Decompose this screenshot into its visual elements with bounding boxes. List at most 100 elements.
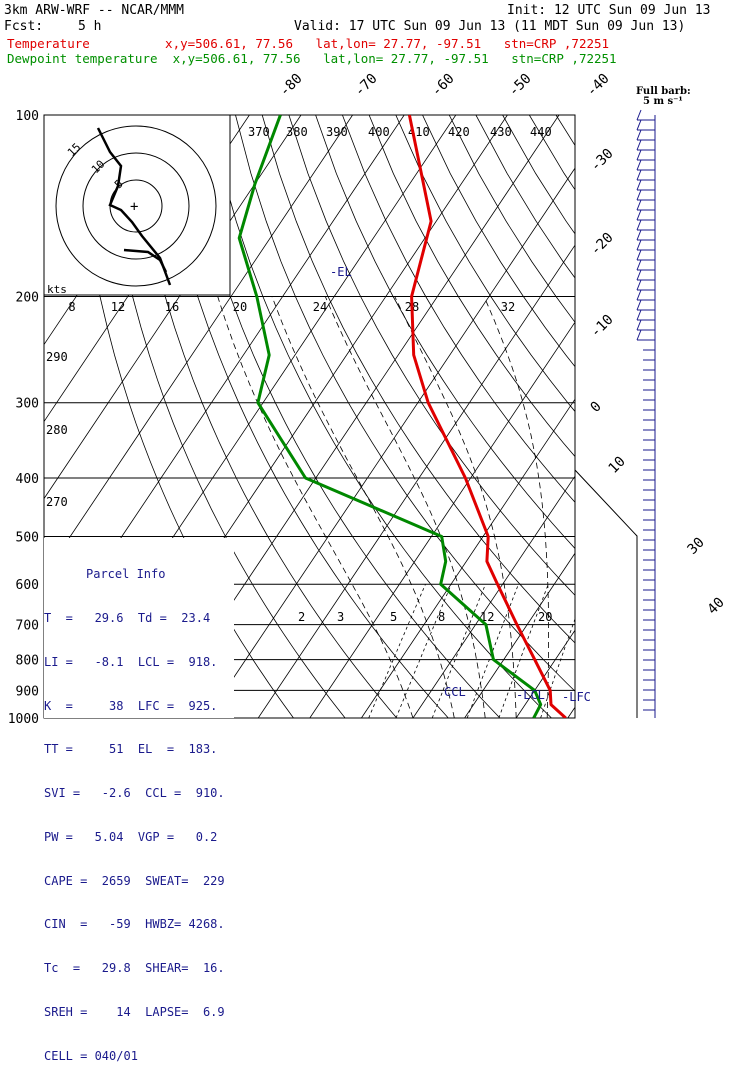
wind-barb-flag bbox=[637, 280, 641, 290]
wind-barb-flag bbox=[637, 140, 641, 150]
dry-adiabat-line bbox=[342, 115, 740, 718]
wind-barb-flag bbox=[637, 250, 641, 260]
wind-barb-flag bbox=[637, 270, 641, 280]
isotherm-label: -80 bbox=[277, 71, 306, 100]
dry-adiabat-line bbox=[529, 115, 740, 718]
dry-adiabat-line bbox=[396, 115, 740, 718]
wind-barb-flag bbox=[637, 330, 641, 340]
wind-barb-flag bbox=[637, 200, 641, 210]
dry-adiabat-line bbox=[690, 115, 740, 718]
el-marker: -EL bbox=[330, 265, 352, 279]
isotherm-line bbox=[413, 115, 740, 718]
isotherm-label: -10 bbox=[588, 312, 617, 341]
isotherm-line bbox=[258, 115, 662, 718]
wind-barb-flag bbox=[637, 300, 641, 310]
dry-adiabat-line bbox=[503, 115, 740, 718]
dewpoint-trace bbox=[239, 115, 541, 718]
dry-adiabat-line bbox=[289, 115, 706, 718]
wind-barb-flag bbox=[637, 320, 641, 330]
pressure-label: 200 bbox=[16, 291, 39, 306]
dry-adiabat-line bbox=[556, 115, 740, 718]
theta-label: 440 bbox=[530, 125, 552, 139]
moist-adiabat-line bbox=[218, 297, 413, 719]
mixing-ratio-line bbox=[396, 584, 451, 718]
isotherm-label: -50 bbox=[506, 71, 535, 100]
hodograph-speed-label: 16 bbox=[165, 300, 179, 314]
parcel-line: SVI = -2.6 CCL = 910. bbox=[44, 786, 234, 801]
isotherm-line bbox=[310, 115, 714, 718]
dry-adiabat-line bbox=[449, 115, 740, 718]
pressure-label: 100 bbox=[16, 109, 39, 124]
parcel-line: Tc = 29.8 SHEAR= 16. bbox=[44, 961, 234, 976]
hodograph-center-mark: + bbox=[130, 199, 138, 215]
moist-adiabat-line bbox=[272, 297, 454, 719]
mixing-ratio-label: 8 bbox=[438, 610, 445, 624]
parcel-line: SREH = 14 LAPSE= 6.9 bbox=[44, 1005, 234, 1020]
wind-barb-flag bbox=[637, 170, 641, 180]
wind-barb-flag bbox=[637, 190, 641, 200]
isotherm-label: 10 bbox=[606, 454, 629, 477]
pressure-label: 500 bbox=[16, 530, 39, 545]
pressure-label: 800 bbox=[16, 654, 39, 669]
wind-barb-flag bbox=[637, 310, 641, 320]
pressure-label: 1000 bbox=[8, 712, 39, 727]
moist-adiabat-line bbox=[325, 297, 485, 719]
theta-left-label: 290 bbox=[46, 350, 68, 364]
isotherm-label: -60 bbox=[429, 71, 458, 100]
pressure-label: 700 bbox=[16, 619, 39, 634]
barb-legend-line2: 5 m s⁻¹ bbox=[643, 96, 683, 107]
isotherm-label: 30 bbox=[685, 535, 708, 558]
ccl-marker: CCL bbox=[444, 685, 466, 699]
wind-barb-flag bbox=[637, 260, 641, 270]
hodograph-speed-label: 8 bbox=[68, 300, 75, 314]
hodograph-speed-label: 20 bbox=[233, 300, 247, 314]
theta-label: 430 bbox=[490, 125, 512, 139]
mixing-ratio-label: 5 bbox=[390, 610, 397, 624]
theta-label: 400 bbox=[368, 125, 390, 139]
dry-adiabat-line bbox=[209, 115, 552, 718]
parcel-line: K = 38 LFC = 925. bbox=[44, 699, 234, 714]
wind-barb-flag bbox=[637, 160, 641, 170]
parcel-line: LI = -8.1 LCL = 918. bbox=[44, 655, 234, 670]
isotherm-label: -20 bbox=[588, 230, 617, 259]
wind-barb-flag bbox=[637, 150, 641, 160]
isotherm-label: -30 bbox=[588, 146, 617, 175]
mixing-ratio-line bbox=[369, 584, 426, 718]
hodograph-speed-label: 24 bbox=[313, 300, 327, 314]
parcel-line: CIN = -59 HWBZ= 4268. bbox=[44, 917, 234, 932]
pressure-label: 600 bbox=[16, 578, 39, 593]
dry-adiabat-line bbox=[583, 115, 740, 718]
isotherm-line bbox=[361, 115, 740, 718]
mixing-ratio-label: 3 bbox=[337, 610, 344, 624]
theta-label: 420 bbox=[448, 125, 470, 139]
lfc-marker: -LFC bbox=[562, 690, 591, 704]
dry-adiabat-line bbox=[636, 115, 740, 718]
theta-label: 380 bbox=[286, 125, 308, 139]
parcel-line: CELL = 040/01 bbox=[44, 1049, 234, 1064]
mixing-ratio-label: 20 bbox=[538, 610, 552, 624]
pressure-label: 900 bbox=[16, 684, 39, 699]
pressure-label: 400 bbox=[16, 472, 39, 487]
wind-barb-flag bbox=[637, 210, 641, 220]
pressure-label: 300 bbox=[16, 397, 39, 412]
wind-barb-flag bbox=[637, 120, 641, 130]
mixing-ratio-label: 2 bbox=[298, 610, 305, 624]
hodograph-speed-label: 32 bbox=[501, 300, 515, 314]
theta-label: 390 bbox=[326, 125, 348, 139]
parcel-line: T = 29.6 Td = 23.4 bbox=[44, 611, 234, 626]
lcl-marker: -LCL bbox=[516, 688, 545, 702]
isotherm-line bbox=[723, 115, 740, 718]
theta-left-label: 270 bbox=[46, 495, 68, 509]
wind-barb-flag bbox=[637, 110, 641, 120]
wind-barb-flag bbox=[637, 220, 641, 230]
isotherm-line bbox=[465, 115, 740, 718]
wind-barb-flag bbox=[637, 230, 641, 240]
wind-barb-flag bbox=[637, 180, 641, 190]
dry-adiabat-line bbox=[476, 115, 740, 718]
theta-label: 370 bbox=[248, 125, 270, 139]
moist-adiabat-line bbox=[578, 297, 593, 719]
wind-barb-flag bbox=[637, 240, 641, 250]
isotherm-line bbox=[568, 115, 740, 718]
parcel-line: CAPE = 2659 SWEAT= 229 bbox=[44, 874, 234, 889]
parcel-line: TT = 51 EL = 183. bbox=[44, 742, 234, 757]
